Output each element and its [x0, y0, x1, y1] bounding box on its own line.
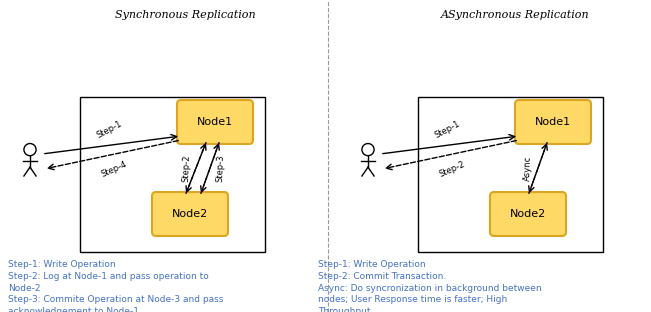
Bar: [418, 97, 603, 252]
Text: Step-1: Write Operation
Step-2: Commit Transaction.
Async: Do syncronization in : Step-1: Write Operation Step-2: Commit T…: [318, 260, 542, 312]
Text: Step-4: Step-4: [100, 159, 129, 179]
FancyBboxPatch shape: [490, 192, 566, 236]
Text: Node1: Node1: [197, 117, 233, 127]
Text: Node2: Node2: [172, 209, 208, 219]
Text: Step-1: Step-1: [434, 119, 462, 140]
Bar: [80, 97, 265, 252]
Text: Step-3: Step-3: [215, 154, 225, 182]
Text: Node1: Node1: [535, 117, 571, 127]
FancyBboxPatch shape: [515, 100, 591, 144]
Text: Synchronous Replication: Synchronous Replication: [115, 10, 255, 20]
FancyBboxPatch shape: [152, 192, 228, 236]
FancyBboxPatch shape: [177, 100, 253, 144]
Text: ASynchronous Replication: ASynchronous Replication: [441, 10, 589, 20]
Text: Async: Async: [523, 155, 533, 181]
Text: Step-2: Step-2: [438, 159, 467, 179]
Text: Node2: Node2: [510, 209, 546, 219]
Text: Step-1: Write Operation
Step-2: Log at Node-1 and pass operation to
Node-2
Step-: Step-1: Write Operation Step-2: Log at N…: [8, 260, 223, 312]
Text: Step-2: Step-2: [181, 154, 191, 182]
Text: Step-1: Step-1: [95, 119, 124, 140]
